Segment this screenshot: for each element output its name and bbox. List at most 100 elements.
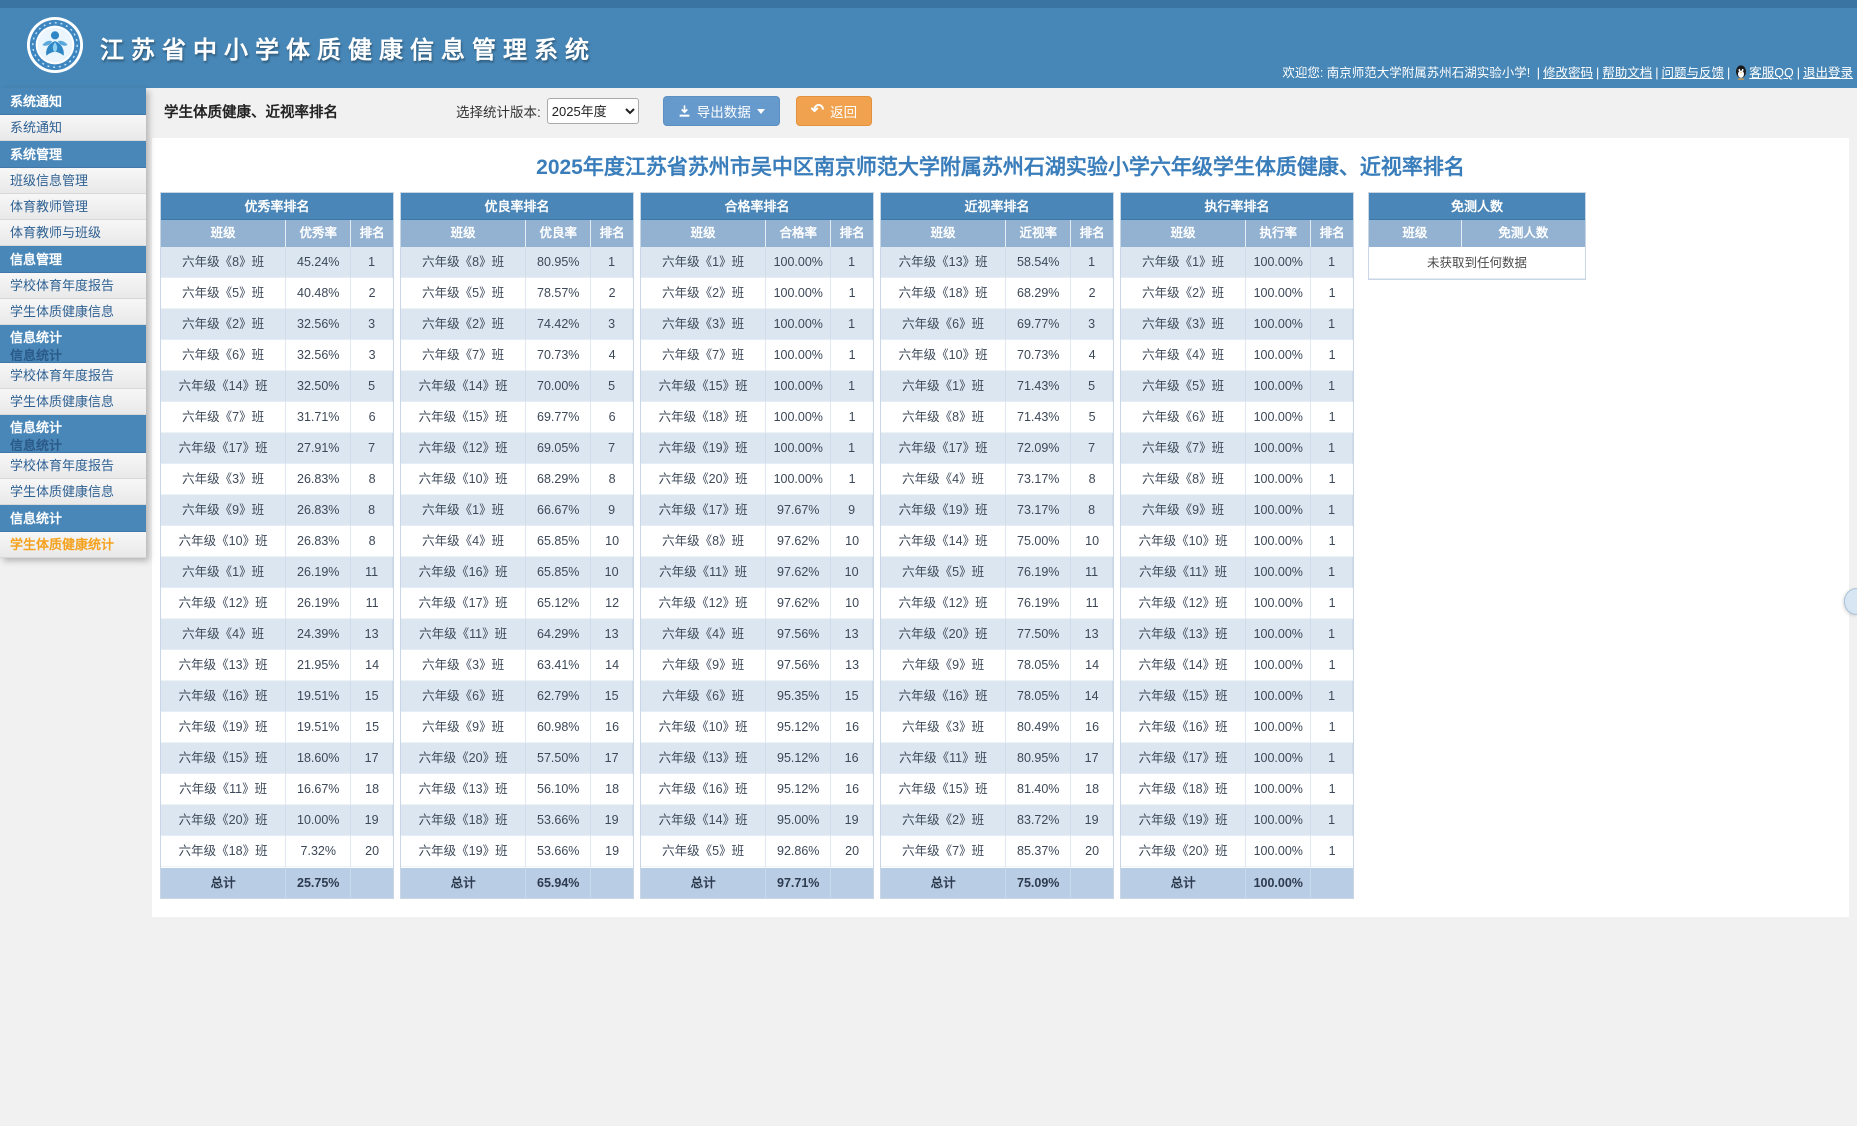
sidebar-item[interactable]: 系统通知 [0, 115, 146, 141]
header-link-5[interactable]: 退出登录 [1802, 66, 1853, 80]
table-row: 六年级《12》班 97.62% 10 [641, 588, 873, 619]
sidebar-section-header[interactable]: 信息统计 [0, 505, 146, 532]
cell-rank: 17 [1071, 743, 1113, 774]
table-row: 六年级《11》班 100.00% 1 [1121, 557, 1353, 588]
cell-rate: 65.12% [526, 588, 592, 619]
export-data-button[interactable]: 导出数据 [662, 96, 780, 126]
cell-rate: 70.00% [526, 371, 592, 402]
table-row: 六年级《5》班 78.57% 2 [401, 278, 633, 309]
table-column-header-row: 班级 优良率 排名 [401, 220, 633, 247]
cell-class-name: 六年级《11》班 [641, 557, 767, 588]
cell-class-name: 六年级《5》班 [161, 278, 287, 309]
sidebar-item[interactable]: 班级信息管理 [0, 168, 146, 194]
version-select[interactable]: 2025年度 [546, 98, 639, 124]
version-select-label: 选择统计版本: [456, 105, 541, 120]
cell-class-name: 六年级《12》班 [881, 588, 1007, 619]
cell-rank: 16 [591, 712, 633, 743]
table-row: 六年级《16》班 95.12% 16 [641, 774, 873, 805]
cell-rate: 18.60% [286, 743, 352, 774]
header-link-3[interactable]: 问题与反馈 [1661, 66, 1725, 80]
table-row: 六年级《20》班 57.50% 17 [401, 743, 633, 774]
cell-rank: 3 [351, 309, 393, 340]
cell-rate: 80.95% [1006, 743, 1072, 774]
cell-rank: 9 [831, 495, 873, 526]
cell-class-name: 六年级《15》班 [881, 774, 1007, 805]
sidebar-item[interactable]: 学生体质健康信息 [0, 299, 146, 325]
header-link-2[interactable]: 帮助文档 [1602, 66, 1653, 80]
table-row: 六年级《5》班 92.86% 20 [641, 836, 873, 867]
cell-rate: 80.49% [1006, 712, 1072, 743]
table-row: 六年级《16》班 65.85% 10 [401, 557, 633, 588]
table-row: 六年级《10》班 70.73% 4 [881, 340, 1113, 371]
cell-class-name: 六年级《17》班 [401, 588, 527, 619]
cell-rate: 78.05% [1006, 681, 1072, 712]
sidebar-section-header[interactable]: 信息统计 信息统计 [0, 325, 146, 363]
table-row: 六年级《11》班 64.29% 13 [401, 619, 633, 650]
cell-rank: 8 [351, 464, 393, 495]
qq-icon [1734, 65, 1748, 83]
cell-rate: 100.00% [1246, 712, 1312, 743]
cell-rate: 72.09% [1006, 433, 1072, 464]
cell-rate: 97.56% [766, 650, 832, 681]
back-button[interactable]: ↶ 返回 [795, 96, 873, 126]
cell-rank: 13 [351, 619, 393, 650]
cell-class-name: 六年级《15》班 [161, 743, 287, 774]
table-row: 六年级《18》班 7.32% 20 [161, 836, 393, 867]
table-row: 六年级《14》班 95.00% 19 [641, 805, 873, 836]
cell-rate: 95.12% [766, 712, 832, 743]
sidebar-section-header[interactable]: 系统管理 [0, 141, 146, 168]
cell-rank: 1 [351, 247, 393, 278]
cell-rank: 3 [1071, 309, 1113, 340]
cell-class-name: 六年级《9》班 [1121, 495, 1247, 526]
sidebar-item[interactable]: 学校体育年度报告 [0, 273, 146, 299]
sidebar-item[interactable]: 体育教师与班级 [0, 220, 146, 246]
cell-rate: 100.00% [1246, 650, 1312, 681]
column-header: 班级 [881, 220, 1007, 247]
table-column-header-row: 班级 免测人数 [1369, 220, 1585, 247]
table-row: 六年级《4》班 65.85% 10 [401, 526, 633, 557]
table-row: 六年级《4》班 73.17% 8 [881, 464, 1113, 495]
table-row: 六年级《13》班 100.00% 1 [1121, 619, 1353, 650]
sidebar-clipped-text: 信息统计 [10, 348, 63, 361]
cell-class-name: 六年级《4》班 [161, 619, 287, 650]
cell-rank: 20 [831, 836, 873, 867]
cell-rate: 24.39% [286, 619, 352, 650]
cell-rank: 1 [1311, 774, 1353, 805]
column-header: 排名 [1071, 220, 1113, 247]
sidebar-section-header[interactable]: 信息管理 [0, 246, 146, 273]
cell-class-name: 六年级《10》班 [641, 712, 767, 743]
cell-rate: 56.10% [526, 774, 592, 805]
table-row: 六年级《13》班 58.54% 1 [881, 247, 1113, 278]
sidebar-item[interactable]: 学校体育年度报告 [0, 453, 146, 479]
cell-rate: 66.67% [526, 495, 592, 526]
cell-class-name: 六年级《8》班 [401, 247, 527, 278]
header-link-1[interactable]: 修改密码 [1542, 66, 1593, 80]
table-row: 六年级《19》班 53.66% 19 [401, 836, 633, 867]
table-column-header-row: 班级 执行率 排名 [1121, 220, 1353, 247]
cell-rate: 69.77% [1006, 309, 1072, 340]
cell-rate: 19.51% [286, 681, 352, 712]
cell-class-name: 六年级《17》班 [1121, 743, 1247, 774]
sidebar-item[interactable]: 学校体育年度报告 [0, 363, 146, 389]
cell-rate: 100.00% [1246, 309, 1312, 340]
cell-class-name: 六年级《13》班 [881, 247, 1007, 278]
cell-rate: 78.05% [1006, 650, 1072, 681]
sidebar-section-header[interactable]: 系统通知 [0, 88, 146, 115]
column-header: 班级 [401, 220, 527, 247]
cell-rank: 18 [1071, 774, 1113, 805]
cell-class-name: 六年级《19》班 [401, 836, 527, 867]
cell-rate: 68.29% [1006, 278, 1072, 309]
cell-class-name: 六年级《8》班 [881, 402, 1007, 433]
cell-class-name: 六年级《17》班 [641, 495, 767, 526]
column-header: 排名 [591, 220, 633, 247]
sidebar-item[interactable]: 体育教师管理 [0, 194, 146, 220]
sidebar-section-label: 系统通知 [10, 94, 63, 109]
sidebar-item[interactable]: 学生体质健康信息 [0, 479, 146, 505]
sidebar-section-header[interactable]: 信息统计 信息统计 [0, 415, 146, 453]
header-link-4[interactable]: 客服QQ [1749, 66, 1794, 80]
sidebar-item-active[interactable]: 学生体质健康统计 [0, 532, 146, 558]
column-header: 排名 [831, 220, 873, 247]
cell-rate: 100.00% [766, 402, 832, 433]
sidebar-item[interactable]: 学生体质健康信息 [0, 389, 146, 415]
cell-rate: 45.24% [286, 247, 352, 278]
